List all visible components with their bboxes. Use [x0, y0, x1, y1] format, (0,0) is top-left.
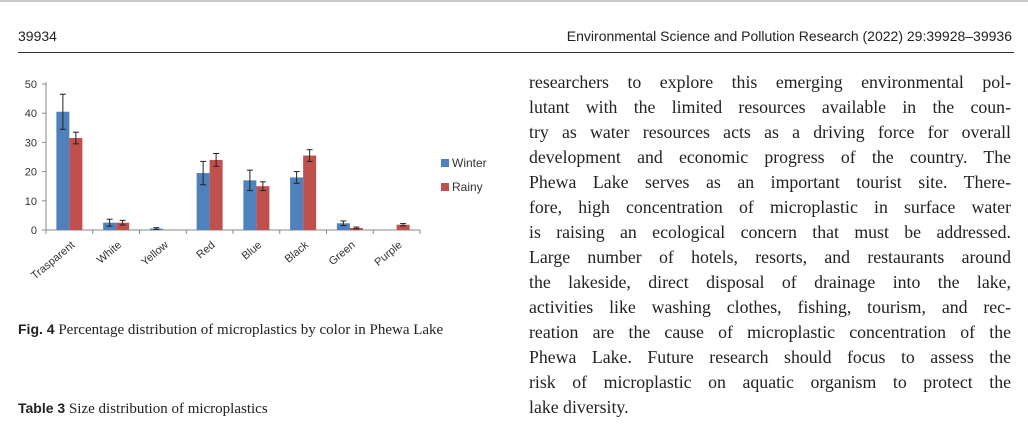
legend-label: Rainy [452, 180, 483, 194]
y-tick-label: 30 [25, 137, 37, 149]
journal-reference: Environmental Science and Pollution Rese… [566, 28, 1012, 44]
x-tick-label: Blue [240, 239, 265, 262]
body-line: the lakeside, direct disposal of drainag… [529, 272, 1011, 292]
x-tick-label: Red [194, 239, 217, 261]
bar-winter [243, 180, 257, 230]
bar-rainy [256, 186, 270, 230]
figure-caption-text: Percentage distribution of microplastics… [58, 322, 444, 338]
body-line: development and economic progress of the… [529, 147, 1011, 167]
body-line: lake diversity. [529, 397, 629, 417]
page-number: 39934 [18, 28, 57, 44]
figure-caption: Fig. 4 Percentage distribution of microp… [18, 320, 498, 340]
body-line: Large number of hotels, resorts, and res… [529, 247, 1011, 267]
body-line: lutant with the limited resources availa… [529, 97, 1011, 117]
top-border [0, 0, 1028, 2]
body-line: try as water resources acts as a driving… [529, 122, 1011, 142]
body-paragraph: researchers to explore this emerging env… [529, 70, 1011, 420]
x-tick-label: Green [327, 239, 358, 268]
table-label: Table 3 [18, 400, 66, 416]
y-tick-label: 40 [25, 108, 37, 120]
y-tick-label: 20 [25, 167, 37, 179]
bar-rainy [69, 138, 83, 230]
bar-winter [196, 173, 210, 230]
x-tick-label: Black [283, 239, 312, 266]
header-rule [18, 52, 1014, 53]
body-line: Phewa Lake. Future research should focus… [529, 347, 1011, 367]
body-line: activities like washing clothes, fishing… [529, 297, 1011, 317]
legend-swatch-rainy [441, 183, 449, 191]
x-tick-label: Purple [372, 239, 404, 269]
bar-rainy [396, 224, 410, 230]
body-line: risk of microplastic on aquatic organism… [529, 372, 1011, 392]
bar-rainy [209, 159, 223, 230]
legend-label: Winter [452, 156, 487, 170]
body-line: reation are the cause of microplastic co… [529, 322, 1011, 342]
x-tick-label: Yellow [139, 239, 171, 268]
x-tick-label: Trasparent [29, 239, 77, 282]
bar-rainy [303, 155, 317, 230]
legend-swatch-winter [441, 159, 449, 167]
bar-rainy [116, 222, 130, 230]
figure-label: Fig. 4 [18, 321, 55, 337]
y-tick-label: 0 [31, 225, 37, 237]
body-line: researchers to explore this emerging env… [529, 72, 1011, 92]
bar-winter [290, 177, 304, 230]
body-line: fore, high concentration of microplastic… [529, 197, 1011, 217]
table-caption-text: Size distribution of microplastics [68, 401, 268, 417]
body-line: is raising an ecological concern that mu… [529, 222, 1011, 242]
body-line: Phewa Lake serves as an important touris… [529, 172, 1011, 192]
y-tick-label: 50 [25, 79, 37, 91]
y-tick-label: 10 [25, 196, 37, 208]
table-caption: Table 3 Size distribution of microplasti… [18, 400, 268, 418]
x-tick-label: White [95, 239, 124, 266]
bar-winter [336, 223, 350, 230]
microplastic-color-chart: 0 10 20 30 40 50 Trasparent White Yellow Red Blue B… [25, 79, 487, 282]
bar-winter [56, 111, 70, 230]
